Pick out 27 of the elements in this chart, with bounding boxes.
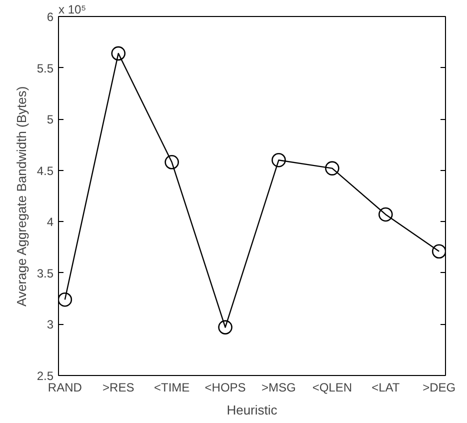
x-tick-label: <TIME xyxy=(154,380,190,394)
y-tick-label: 2.5 xyxy=(36,369,54,383)
point xyxy=(58,292,72,307)
x-tick-label: <QLEN xyxy=(312,380,352,394)
x-tick-label: >MSG xyxy=(262,380,296,394)
x-tick-label: RAND xyxy=(48,380,82,394)
y-tick-label: 6 xyxy=(46,10,54,24)
y-tick-label: 5.5 xyxy=(36,61,54,76)
y-tick-label: 3.5 xyxy=(36,266,54,280)
x-tick-label: <LAT xyxy=(372,380,400,394)
point xyxy=(432,244,446,259)
point xyxy=(378,207,393,222)
y-axis-title: Average Aggregate Bandwidth (Bytes) xyxy=(14,86,29,306)
x-tick-label: >RES xyxy=(102,380,134,394)
x-axis-title: Heuristic xyxy=(226,402,278,418)
point xyxy=(164,155,179,170)
y-tick-label: 5 xyxy=(46,112,54,127)
point xyxy=(218,320,232,334)
y-tick-label: 4.5 xyxy=(36,164,54,178)
x-tick-label: >DEG xyxy=(422,380,456,394)
point xyxy=(272,152,286,168)
x-tick-label: <HOPS xyxy=(204,380,246,394)
point xyxy=(111,46,126,61)
y-tick-label: 4 xyxy=(46,215,54,230)
annotation: x 10⁵ xyxy=(58,2,86,16)
y-tick-label: 3 xyxy=(46,318,54,332)
point xyxy=(325,161,340,176)
